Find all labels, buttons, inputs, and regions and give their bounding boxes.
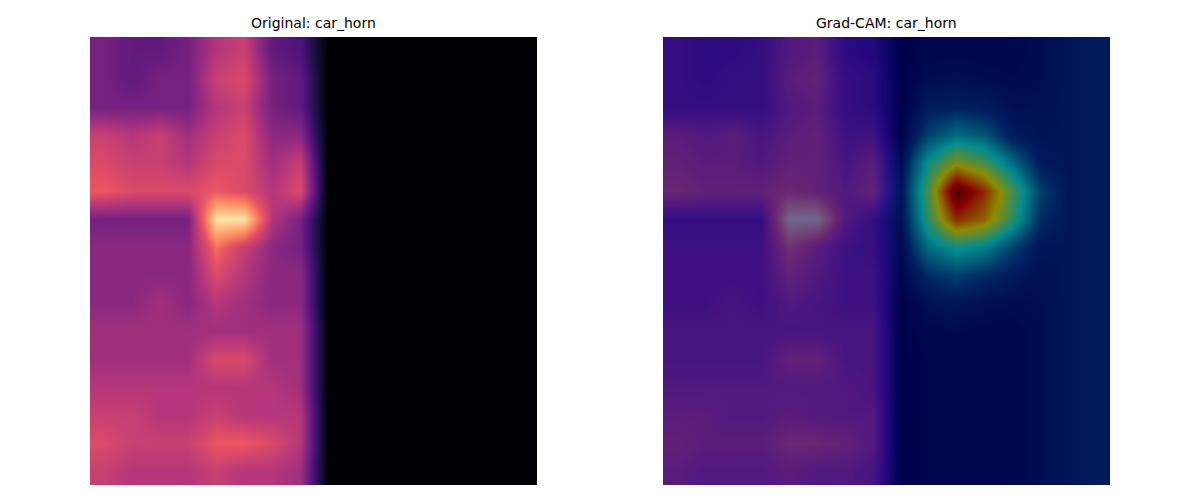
svg-text:Grad-CAM: car_horn: Grad-CAM: car_horn xyxy=(816,15,957,31)
svg-text:Original: car_horn: Original: car_horn xyxy=(251,15,376,31)
